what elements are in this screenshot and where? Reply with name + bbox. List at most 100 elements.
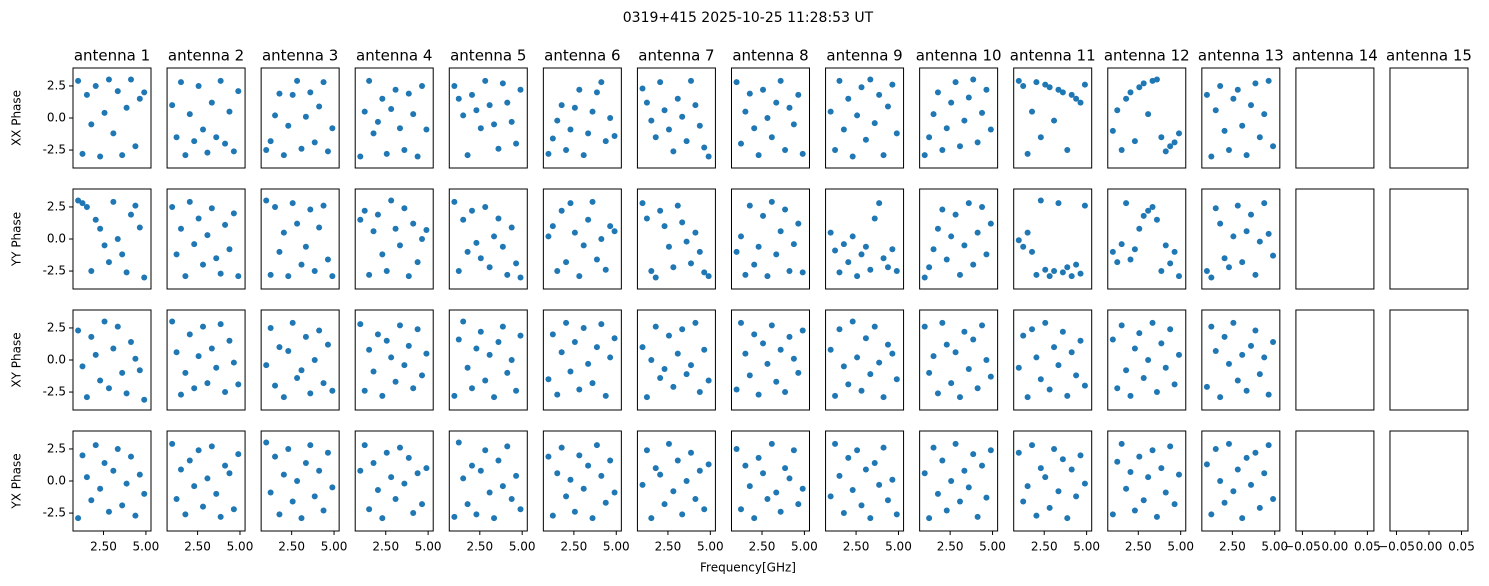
y-tick-label: 2.5	[47, 441, 66, 455]
data-point	[799, 269, 806, 276]
data-point	[790, 355, 797, 362]
data-point	[79, 150, 86, 157]
data-point	[141, 396, 148, 403]
data-point	[486, 489, 493, 496]
data-point	[517, 274, 524, 281]
data-point	[974, 385, 981, 392]
data-point	[674, 350, 681, 357]
data-point	[379, 95, 386, 102]
data-point	[379, 515, 386, 522]
data-point	[545, 150, 552, 157]
panel-frame	[542, 309, 622, 411]
data-point	[88, 121, 95, 128]
data-point	[1252, 80, 1259, 87]
data-point	[1123, 485, 1130, 492]
data-point	[357, 216, 364, 223]
data-point	[1234, 466, 1241, 473]
data-point	[110, 345, 117, 352]
data-point	[289, 498, 296, 505]
data-point	[1171, 501, 1178, 508]
data-point	[733, 445, 740, 452]
panel-title: antenna 5	[450, 47, 526, 65]
data-point	[1015, 449, 1022, 456]
data-point	[370, 460, 377, 467]
data-point	[665, 126, 672, 133]
data-point	[173, 134, 180, 141]
data-point	[876, 200, 883, 207]
data-point	[1046, 273, 1053, 280]
data-point	[79, 363, 86, 370]
data-point	[1208, 153, 1215, 160]
panel-title: antenna 4	[356, 47, 432, 65]
data-point	[1140, 80, 1147, 87]
data-point	[276, 344, 283, 351]
data-point	[961, 117, 968, 124]
data-point	[611, 489, 618, 496]
panel-frame	[448, 67, 528, 169]
data-point	[934, 490, 941, 497]
data-point	[1234, 202, 1241, 209]
panel-frame	[919, 67, 999, 169]
data-point	[329, 484, 336, 491]
data-point	[795, 220, 802, 227]
panel-frame	[636, 309, 716, 411]
data-point	[598, 472, 605, 479]
data-point	[571, 339, 578, 346]
data-point	[836, 326, 843, 333]
data-point	[410, 510, 417, 517]
data-point	[889, 81, 896, 88]
data-point	[482, 77, 489, 84]
data-point	[1033, 79, 1040, 86]
data-point	[952, 349, 959, 356]
data-point	[141, 274, 148, 281]
data-point	[460, 216, 467, 223]
data-point	[705, 153, 712, 160]
x-tick-label: 2.50	[1125, 540, 1152, 554]
data-point	[263, 362, 270, 369]
data-point	[311, 139, 318, 146]
data-point	[858, 387, 865, 394]
data-point	[311, 268, 318, 275]
data-point	[464, 501, 471, 508]
data-point	[1033, 271, 1040, 278]
data-point	[83, 203, 90, 210]
data-point	[777, 508, 784, 515]
data-point	[701, 346, 708, 353]
x-tick-label: 2.50	[278, 540, 305, 554]
data-point	[517, 332, 524, 339]
data-point	[1256, 504, 1263, 511]
data-point	[643, 394, 650, 401]
data-point	[983, 251, 990, 258]
data-point	[867, 266, 874, 273]
data-point	[580, 485, 587, 492]
data-point	[790, 447, 797, 454]
data-point	[983, 494, 990, 501]
data-point	[849, 486, 856, 493]
data-point	[1131, 345, 1138, 352]
data-point	[222, 389, 229, 396]
panel-frame	[354, 430, 434, 532]
data-point	[513, 472, 520, 479]
panel-frame	[1107, 430, 1187, 532]
data-point	[880, 444, 887, 451]
data-point	[768, 134, 775, 141]
data-point	[1149, 203, 1156, 210]
data-point	[549, 135, 556, 142]
data-point	[414, 326, 421, 333]
data-point	[1167, 143, 1174, 150]
data-point	[751, 331, 758, 338]
x-tick-label: 0.00	[1322, 540, 1349, 554]
data-point	[1136, 225, 1143, 232]
x-tick-label: 5.00	[1261, 540, 1288, 554]
data-point	[934, 390, 941, 397]
data-point	[508, 118, 515, 125]
panel-title: antenna 2	[168, 47, 244, 65]
data-point	[383, 449, 390, 456]
data-point	[263, 147, 270, 154]
data-point	[607, 115, 614, 121]
y-tick-label: 0.0	[47, 111, 66, 125]
data-point	[451, 513, 458, 520]
data-point	[320, 202, 327, 209]
data-point	[760, 212, 767, 219]
